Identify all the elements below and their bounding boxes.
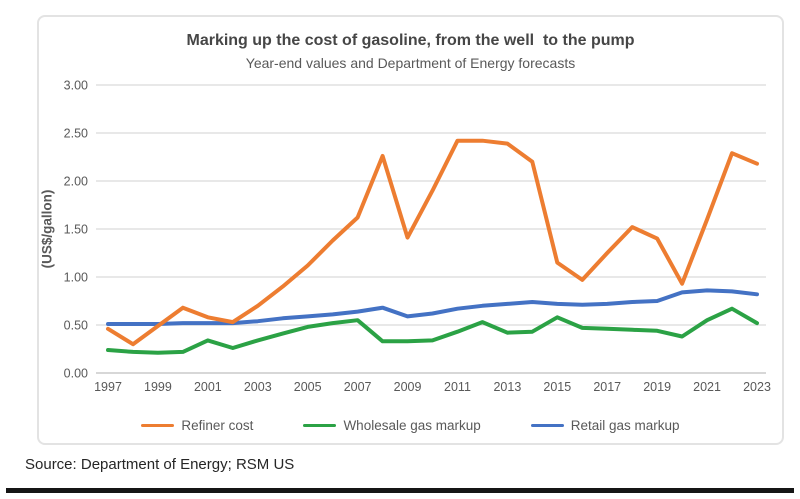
y-tick-labels: 0.00 0.50 1.00 1.50 2.00 2.50 3.00: [64, 79, 88, 381]
series-retail-gas-markup: [106, 288, 759, 326]
legend-item-wholesale-gas-markup: Wholesale gas markup: [303, 418, 481, 433]
svg-text:2005: 2005: [294, 380, 322, 394]
svg-text:2003: 2003: [244, 380, 272, 394]
series-wholesale-gas-markup: [106, 306, 759, 355]
svg-text:2001: 2001: [194, 380, 222, 394]
svg-text:0.00: 0.00: [64, 367, 88, 381]
svg-text:0.50: 0.50: [64, 319, 88, 333]
svg-text:2017: 2017: [593, 380, 621, 394]
legend-label-retail-gas-markup: Retail gas markup: [570, 418, 680, 433]
svg-text:2007: 2007: [344, 380, 372, 394]
chart-subtitle: Year-end values and Department of Energy…: [245, 55, 576, 71]
svg-text:2011: 2011: [444, 380, 471, 394]
source-text: Source: Department of Energy; RSM US: [25, 456, 295, 473]
svg-text:1999: 1999: [144, 380, 172, 394]
bottom-border-line: [6, 488, 794, 493]
chart-title: Marking up the cost of gasoline, from th…: [186, 32, 635, 49]
legend-item-retail-gas-markup: Retail gas markup: [530, 418, 680, 433]
svg-text:2019: 2019: [643, 380, 671, 394]
series-refiner-cost: [106, 138, 759, 347]
svg-text:2013: 2013: [493, 380, 521, 394]
svg-text:2.50: 2.50: [64, 127, 88, 141]
svg-text:1.50: 1.50: [64, 223, 88, 237]
legend-label-refiner-cost: Refiner cost: [181, 418, 254, 433]
retail-gas-markup-line-swatch: [530, 423, 564, 428]
gridlines: [96, 84, 766, 374]
legend: Refiner cost Wholesale gas markup Retail…: [37, 418, 784, 433]
svg-text:2023: 2023: [743, 380, 771, 394]
svg-text:2015: 2015: [543, 380, 571, 394]
svg-text:1.00: 1.00: [64, 271, 88, 285]
svg-text:2009: 2009: [394, 380, 422, 394]
svg-text:2.00: 2.00: [64, 175, 88, 189]
svg-text:2021: 2021: [693, 380, 721, 394]
wholesale-gas-markup-line-swatch: [303, 423, 337, 428]
refiner-cost-line-swatch: [141, 423, 175, 428]
legend-item-refiner-cost: Refiner cost: [141, 418, 253, 433]
legend-label-wholesale-gas-markup: Wholesale gas markup: [343, 418, 481, 433]
svg-text:3.00: 3.00: [64, 79, 88, 93]
x-tick-labels: 1997 1999 2001 2003 2005 2007 2009 2011 2013 2015…: [94, 380, 771, 394]
svg-text:1997: 1997: [94, 380, 122, 394]
